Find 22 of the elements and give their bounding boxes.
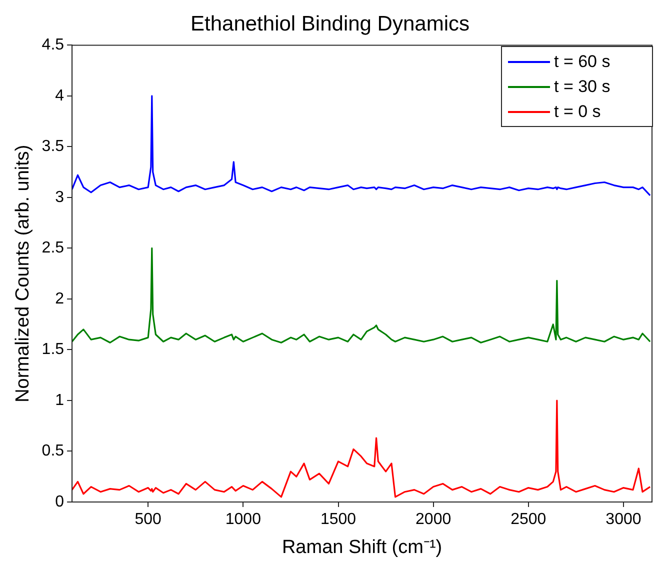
- y-tick-label: 1.5: [42, 341, 64, 358]
- y-tick-label: 3: [55, 188, 64, 206]
- x-axis-title: Raman Shift (cm⁻¹): [282, 536, 442, 558]
- x-tick-label: 2500: [510, 511, 546, 528]
- y-tick-label: 4: [55, 87, 64, 104]
- x-tick-label: 1500: [320, 511, 356, 528]
- y-tick-label: 0: [55, 493, 64, 510]
- y-tick-label: 0.5: [42, 442, 64, 460]
- x-tick-label: 2000: [416, 511, 452, 528]
- x-tick-label: 1000: [225, 511, 262, 528]
- chart-title: Ethanethiol Binding Dynamics: [190, 12, 470, 36]
- y-tick-label: 2: [55, 290, 64, 308]
- legend-label: t = 60 s: [554, 52, 610, 72]
- legend-label: t = 0 s: [554, 102, 601, 122]
- y-tick-label: 3.5: [42, 138, 64, 156]
- x-tick-label: 500: [134, 511, 162, 528]
- y-tick-label: 4.5: [42, 36, 64, 54]
- y-tick-label: 2.5: [42, 240, 64, 257]
- y-tick-label: 1: [55, 392, 64, 409]
- y-axis-title: Normalized Counts (arb. units): [12, 144, 34, 402]
- x-tick-label: 3000: [606, 511, 642, 528]
- legend-label: t = 30 s: [554, 76, 610, 97]
